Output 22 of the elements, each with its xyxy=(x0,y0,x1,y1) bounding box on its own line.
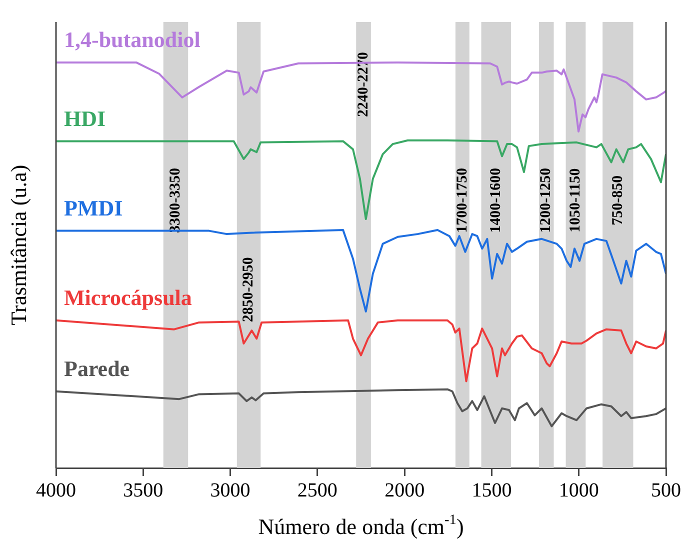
x-tick-label: 1000 xyxy=(558,479,599,502)
x-tick-label: 2000 xyxy=(384,479,425,502)
band-label: 1050-1150 xyxy=(568,168,584,232)
y-axis-title: Trasmitância (u.a) xyxy=(6,164,31,326)
series-label: HDI xyxy=(64,106,106,131)
series-label: 1,4-butanodiol xyxy=(64,27,200,52)
band-label: 1200-1250 xyxy=(538,168,554,233)
x-tick-label: 2500 xyxy=(297,479,338,502)
band-label: 2850-2950 xyxy=(240,257,257,322)
series-label: Parede xyxy=(64,356,130,382)
band-label: 1400-1600 xyxy=(488,168,504,233)
x-tick-label: 4000 xyxy=(36,479,76,502)
band-label: 2240-2270 xyxy=(355,52,372,117)
band-label: 1700-1750 xyxy=(454,168,470,233)
x-tick-label: 500 xyxy=(651,479,681,502)
x-tick-label: 3500 xyxy=(123,479,164,502)
series-label: Microcápsula xyxy=(64,285,192,310)
band-label: 3300-3350 xyxy=(168,168,184,233)
series-label: PMDI xyxy=(64,195,123,220)
x-tick-label: 1500 xyxy=(472,479,512,502)
x-tick-label: 3000 xyxy=(210,479,250,502)
band-label: 750-850 xyxy=(610,175,626,226)
